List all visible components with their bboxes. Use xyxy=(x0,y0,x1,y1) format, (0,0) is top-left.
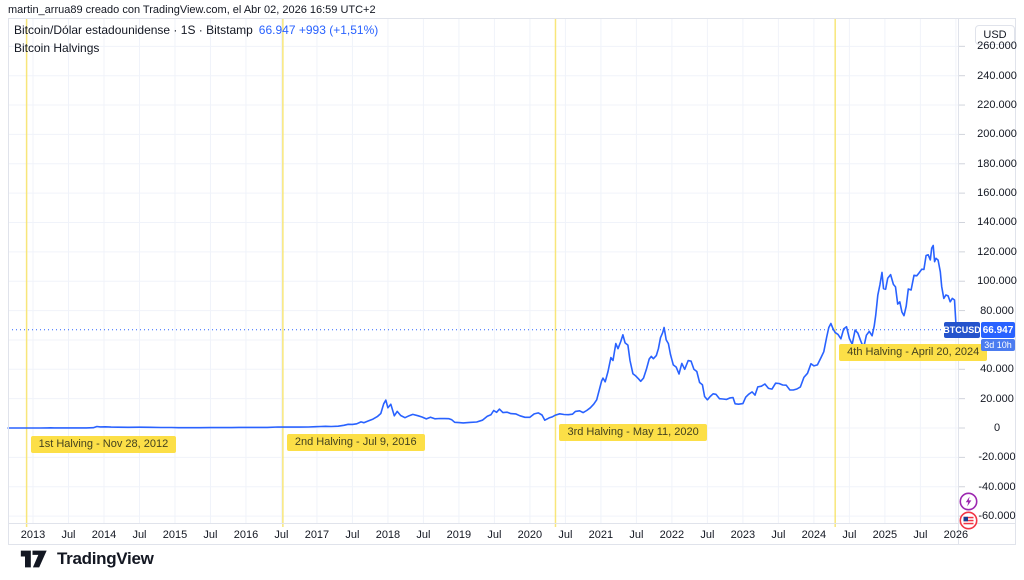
time-axis-label: 2014 xyxy=(91,529,117,541)
legend-symbol-row[interactable]: Bitcoin/Dólar estadounidense · 1S · Bits… xyxy=(14,22,378,39)
time-axis-label: Jul xyxy=(132,529,147,541)
price-axis-label: 120.000 xyxy=(977,245,1017,258)
price-axis-label: 0 xyxy=(993,422,1001,435)
price-axis-label: -20.000 xyxy=(978,451,1016,464)
time-axis-label: 2016 xyxy=(233,529,259,541)
time-axis-label: Jul xyxy=(345,529,360,541)
time-axis-label: 2025 xyxy=(872,529,898,541)
price-line-series xyxy=(7,244,959,429)
time-axis-label: Jul xyxy=(558,529,573,541)
time-axis-label: 2022 xyxy=(659,529,685,541)
halving-label[interactable]: 3rd Halving - May 11, 2020 xyxy=(559,424,707,441)
price-axis-label: 200.000 xyxy=(977,128,1017,141)
time-axis-label: Jul xyxy=(913,529,928,541)
halving-label[interactable]: 4th Halving - April 20, 2024 xyxy=(839,344,988,361)
price-axis-label: 20.000 xyxy=(980,392,1014,405)
price-axis-label: 240.000 xyxy=(977,69,1017,82)
currency-usd-button[interactable]: USD xyxy=(975,25,1015,45)
price-axis-label: 180.000 xyxy=(977,157,1017,170)
time-axis-label: 2018 xyxy=(375,529,401,541)
time-axis-label: 2019 xyxy=(446,529,472,541)
time-axis-label: 2015 xyxy=(162,529,188,541)
tradingview-logo-text: TradingView xyxy=(57,549,154,568)
tradingview-logo[interactable]: TradingView xyxy=(20,549,154,569)
time-axis-label: Jul xyxy=(700,529,715,541)
time-axis-label: Jul xyxy=(203,529,218,541)
time-axis-label: Jul xyxy=(771,529,786,541)
time-axis-label: 2017 xyxy=(304,529,330,541)
price-axis-label: -40.000 xyxy=(978,480,1016,493)
price-axis-label: 100.000 xyxy=(977,275,1017,288)
attribution-text: martin_arrua89 creado con TradingView.co… xyxy=(8,4,376,16)
time-axis-label: Jul xyxy=(629,529,644,541)
us-flag-event-icon[interactable] xyxy=(959,511,978,530)
halving-label[interactable]: 1st Halving - Nov 28, 2012 xyxy=(30,436,177,453)
time-axis-label: Jul xyxy=(61,529,76,541)
price-axis-label: 80.000 xyxy=(980,304,1014,317)
price-axis-label: 160.000 xyxy=(977,187,1017,200)
time-axis-separator xyxy=(8,523,1016,524)
time-axis-label: 2023 xyxy=(730,529,756,541)
indicator-label[interactable]: Bitcoin Halvings xyxy=(14,41,100,55)
price-tag-value: 66.947 xyxy=(981,322,1015,338)
legend-last-price: 66.947 xyxy=(258,23,296,37)
lightning-event-icon[interactable] xyxy=(959,492,978,511)
bar-close-countdown: 3d 10h xyxy=(981,339,1015,351)
legend-change: +993 (+1,51%) xyxy=(298,23,379,37)
symbol-title[interactable]: Bitcoin/Dólar estadounidense · 1S · Bits… xyxy=(14,23,253,37)
price-axis-label: 220.000 xyxy=(977,99,1017,112)
time-axis-label: 2013 xyxy=(20,529,46,541)
time-axis-label: 2020 xyxy=(517,529,543,541)
time-axis-label: Jul xyxy=(842,529,857,541)
time-axis-label: Jul xyxy=(487,529,502,541)
time-axis-label: 2026 xyxy=(943,529,969,541)
tradingview-logo-icon xyxy=(20,550,47,568)
price-axis-label: 40.000 xyxy=(980,363,1014,376)
time-axis-label: Jul xyxy=(416,529,431,541)
price-axis-label: -60.000 xyxy=(978,510,1016,523)
price-axis-label: 260.000 xyxy=(977,40,1017,53)
price-tag-symbol: BTCUSD xyxy=(943,322,981,338)
time-axis-label: 2021 xyxy=(588,529,614,541)
chart-legend: Bitcoin/Dólar estadounidense · 1S · Bits… xyxy=(14,22,378,57)
time-axis-label: Jul xyxy=(274,529,289,541)
price-axis-label: 140.000 xyxy=(977,216,1017,229)
halving-label[interactable]: 2nd Halving - Jul 9, 2016 xyxy=(286,434,425,451)
price-axis-separator xyxy=(958,18,959,545)
time-axis-label: 2024 xyxy=(801,529,827,541)
